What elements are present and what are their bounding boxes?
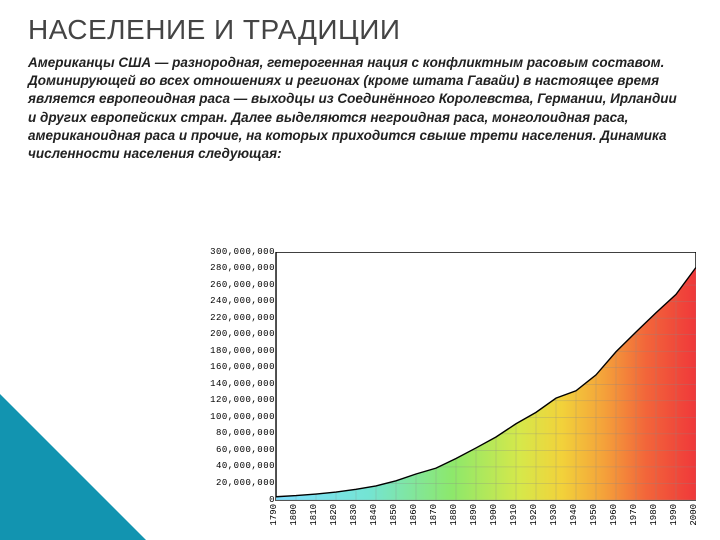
y-tick-label: 40,000,000 [197, 462, 275, 471]
body-paragraph: Американцы США — разнородная, гетерогенн… [28, 54, 680, 163]
plot-area [275, 252, 696, 501]
x-tick-label: 1900 [490, 504, 502, 526]
x-tick-label: 1950 [590, 504, 602, 526]
y-tick-label: 220,000,000 [197, 314, 275, 323]
y-tick-label: 300,000,000 [197, 248, 275, 257]
x-tick-label: 1980 [650, 504, 662, 526]
x-tick-label: 1860 [410, 504, 422, 526]
y-tick-label: 240,000,000 [197, 297, 275, 306]
x-tick-label: 1970 [630, 504, 642, 526]
y-tick-label: 200,000,000 [197, 330, 275, 339]
x-tick-label: 1880 [450, 504, 462, 526]
x-tick-label: 1990 [670, 504, 682, 526]
x-tick-label: 1820 [330, 504, 342, 526]
x-tick-label: 1930 [550, 504, 562, 526]
x-tick-label: 1920 [530, 504, 542, 526]
x-tick-label: 1810 [310, 504, 322, 526]
x-tick-label: 2000 [690, 504, 702, 526]
corner-decoration [0, 394, 160, 540]
y-tick-label: 20,000,000 [197, 479, 275, 488]
area-above-line [276, 252, 696, 497]
y-tick-label: 280,000,000 [197, 264, 275, 273]
population-chart: 300,000,000280,000,000260,000,000240,000… [195, 252, 705, 540]
y-tick-label: 0 [197, 496, 275, 505]
x-tick-label: 1850 [390, 504, 402, 526]
y-tick-label: 120,000,000 [197, 396, 275, 405]
y-tick-label: 160,000,000 [197, 363, 275, 372]
y-tick-label: 140,000,000 [197, 380, 275, 389]
y-tick-label: 80,000,000 [197, 429, 275, 438]
page-title: НАСЕЛЕНИЕ И ТРАДИЦИИ [28, 14, 720, 46]
x-tick-label: 1790 [270, 504, 282, 526]
x-tick-label: 1940 [570, 504, 582, 526]
y-tick-label: 100,000,000 [197, 413, 275, 422]
x-tick-label: 1960 [610, 504, 622, 526]
area-svg [276, 252, 696, 500]
y-tick-label: 60,000,000 [197, 446, 275, 455]
x-tick-label: 1910 [510, 504, 522, 526]
x-tick-label: 1890 [470, 504, 482, 526]
x-tick-label: 1870 [430, 504, 442, 526]
slide: НАСЕЛЕНИЕ И ТРАДИЦИИ Американцы США — ра… [0, 14, 720, 540]
x-tick-label: 1830 [350, 504, 362, 526]
x-tick-label: 1800 [290, 504, 302, 526]
y-tick-label: 260,000,000 [197, 281, 275, 290]
y-tick-label: 180,000,000 [197, 347, 275, 356]
x-tick-label: 1840 [370, 504, 382, 526]
